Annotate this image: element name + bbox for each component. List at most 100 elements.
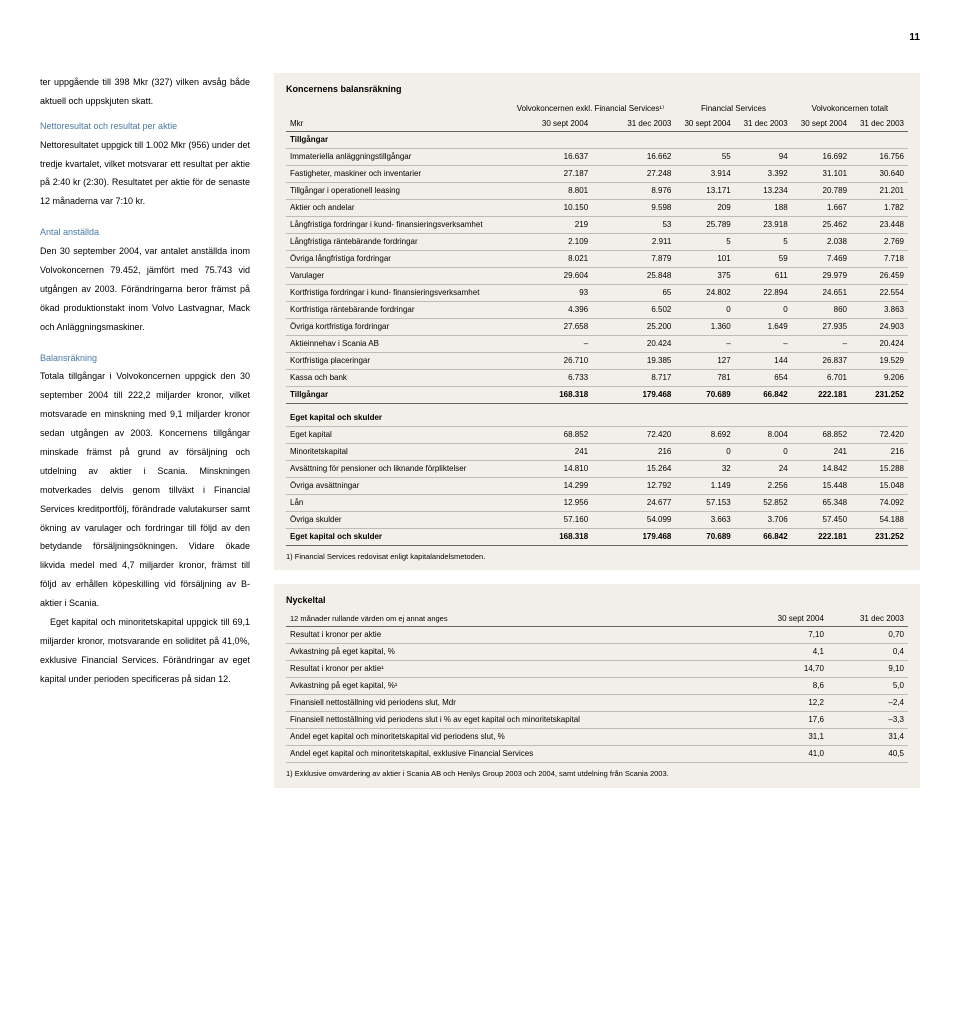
table-cell: Andel eget kapital och minoritetskapital…: [286, 729, 744, 746]
group-head-3: Volvokoncernen totalt: [792, 101, 908, 117]
table-cell: 168.318: [505, 528, 592, 545]
table-cell: 16.756: [851, 149, 908, 166]
table-cell: 70.689: [675, 387, 734, 404]
nyckel-h2: 31 dec 2003: [828, 612, 908, 627]
col-h3: 30 sept 2004: [675, 117, 734, 132]
nyckel-h1: 30 sept 2004: [744, 612, 827, 627]
table-cell: 5: [735, 234, 792, 251]
para-4: Totala tillgångar i Volvokoncernen uppgi…: [40, 367, 250, 613]
table-cell: 66.842: [735, 528, 792, 545]
table-cell: 57.153: [675, 494, 734, 511]
table-cell: 26.837: [792, 353, 851, 370]
table-cell: 8.692: [675, 426, 734, 443]
table-cell: [592, 410, 675, 427]
table-cell: 127: [675, 353, 734, 370]
table-cell: 144: [735, 353, 792, 370]
table-cell: 2.769: [851, 234, 908, 251]
table-cell: Kortfristiga räntebärande fordringar: [286, 302, 505, 319]
nyckeltal-title: Nyckeltal: [286, 594, 908, 608]
group-head-2: Financial Services: [675, 101, 791, 117]
table-row: Övriga kortfristiga fordringar27.65825.2…: [286, 319, 908, 336]
table-cell: 15.288: [851, 460, 908, 477]
table-cell: 21.201: [851, 183, 908, 200]
table-cell: 168.318: [505, 387, 592, 404]
table-cell: 0,4: [828, 644, 908, 661]
table-cell: 26.710: [505, 353, 592, 370]
table-cell: Aktieinnehav i Scania AB: [286, 336, 505, 353]
table-cell: 27.248: [592, 166, 675, 183]
table-cell: 24.651: [792, 285, 851, 302]
table-cell: 29.979: [792, 268, 851, 285]
para-5: Eget kapital och minoritetskapital uppgi…: [40, 613, 250, 689]
table-cell: 3.863: [851, 302, 908, 319]
table-cell: 66.842: [735, 387, 792, 404]
table-cell: 0: [675, 443, 734, 460]
table-cell: 70.689: [675, 528, 734, 545]
table-cell: Tillgångar i operationell leasing: [286, 183, 505, 200]
table-row: Eget kapital och skulder168.318179.46870…: [286, 528, 908, 545]
table-cell: Finansiell nettoställning vid periodens …: [286, 695, 744, 712]
page-layout: ter uppgående till 398 Mkr (327) vilken …: [40, 73, 920, 802]
table-row: Aktieinnehav i Scania AB–20.424–––20.424: [286, 336, 908, 353]
table-cell: 1.782: [851, 200, 908, 217]
col-h6: 31 dec 2003: [851, 117, 908, 132]
table-cell: 8.021: [505, 251, 592, 268]
table-cell: –3,3: [828, 712, 908, 729]
table-cell: Resultat i kronor per aktie: [286, 627, 744, 644]
table-cell: Finansiell nettoställning vid periodens …: [286, 712, 744, 729]
table-cell: 6.701: [792, 370, 851, 387]
table-cell: 24.677: [592, 494, 675, 511]
table-cell: 14.842: [792, 460, 851, 477]
table-cell: 25.462: [792, 217, 851, 234]
table-cell: 24: [735, 460, 792, 477]
table-row: Andel eget kapital och minoritetskapital…: [286, 746, 908, 763]
table-cell: Avkastning på eget kapital, %: [286, 644, 744, 661]
table-row: Kassa och bank6.7338.7177816546.7019.206: [286, 370, 908, 387]
table-cell: 1.649: [735, 319, 792, 336]
table-cell: Eget kapital och skulder: [286, 410, 505, 427]
table-cell: 14.810: [505, 460, 592, 477]
table-row: Tillgångar i operationell leasing8.8018.…: [286, 183, 908, 200]
table-row: Avkastning på eget kapital, %4,10,4: [286, 644, 908, 661]
table-row: Eget kapital68.85272.4208.6928.00468.852…: [286, 426, 908, 443]
table-cell: [505, 132, 592, 149]
col-unit: Mkr: [286, 117, 505, 132]
table-cell: 8.717: [592, 370, 675, 387]
table-row: Aktier och andelar10.1509.5982091881.667…: [286, 200, 908, 217]
table-cell: 9.598: [592, 200, 675, 217]
table-cell: 27.935: [792, 319, 851, 336]
balance-table: Volvokoncernen exkl. Financial Services¹…: [286, 101, 908, 546]
table-cell: 17,6: [744, 712, 827, 729]
group-head-1: Volvokoncernen exkl. Financial Services¹…: [505, 101, 675, 117]
table-cell: 860: [792, 302, 851, 319]
heading-balans: Balansräkning: [40, 349, 250, 368]
table-cell: 7.879: [592, 251, 675, 268]
balance-group-header: Volvokoncernen exkl. Financial Services¹…: [286, 101, 908, 117]
table-row: Avsättning för pensioner och liknande fö…: [286, 460, 908, 477]
table-cell: 5,0: [828, 678, 908, 695]
table-cell: 1.360: [675, 319, 734, 336]
table-cell: 219: [505, 217, 592, 234]
table-row: Lån12.95624.67757.15352.85265.34874.092: [286, 494, 908, 511]
table-cell: 1.667: [792, 200, 851, 217]
table-row: Övriga avsättningar14.29912.7921.1492.25…: [286, 477, 908, 494]
table-cell: 8,6: [744, 678, 827, 695]
table-cell: 65: [592, 285, 675, 302]
table-cell: 65.348: [792, 494, 851, 511]
table-cell: 27.187: [505, 166, 592, 183]
table-cell: Kassa och bank: [286, 370, 505, 387]
table-cell: 25.200: [592, 319, 675, 336]
table-cell: 12,2: [744, 695, 827, 712]
table-cell: 31,1: [744, 729, 827, 746]
table-cell: 3.663: [675, 511, 734, 528]
table-cell: [792, 410, 851, 427]
table-cell: 9.206: [851, 370, 908, 387]
table-cell: 0: [735, 443, 792, 460]
col-h5: 30 sept 2004: [792, 117, 851, 132]
table-cell: 20.424: [592, 336, 675, 353]
table-cell: 222.181: [792, 387, 851, 404]
table-cell: Kortfristiga fordringar i kund- finansie…: [286, 285, 505, 302]
table-cell: –: [735, 336, 792, 353]
table-cell: 375: [675, 268, 734, 285]
table-cell: Kortfristiga placeringar: [286, 353, 505, 370]
